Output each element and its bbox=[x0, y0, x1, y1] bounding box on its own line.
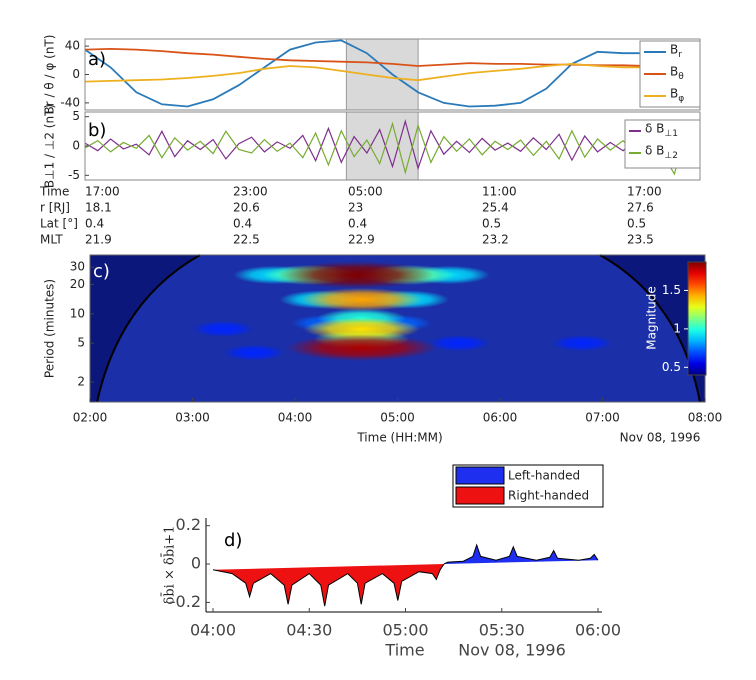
x-tick-label: 04:30 bbox=[286, 621, 332, 640]
heatmap-cell bbox=[278, 261, 435, 289]
cone-of-influence bbox=[600, 255, 705, 402]
y-tick-label: 10 bbox=[70, 306, 85, 320]
ephemeris-value: 23.5 bbox=[627, 233, 654, 247]
ephemeris-value: 11:00 bbox=[482, 185, 517, 199]
ephemeris-value: 22.5 bbox=[233, 233, 260, 247]
highlight-region bbox=[345, 111, 419, 181]
line bbox=[84, 62, 701, 83]
x-tick-label: 06:00 bbox=[483, 411, 518, 425]
ephemeris-value: 0.5 bbox=[627, 217, 646, 231]
y-tick-label: 20 bbox=[70, 277, 85, 291]
area bbox=[212, 563, 445, 607]
ephemeris-value: 22.9 bbox=[348, 233, 375, 247]
y-tick-label: 5 bbox=[77, 336, 85, 350]
y-tick-label: -5 bbox=[68, 168, 80, 182]
ephemeris-value: 23:00 bbox=[233, 185, 268, 199]
legend-swatch bbox=[455, 486, 505, 505]
legend-swatch bbox=[455, 466, 505, 485]
x-tick-label: 05:00 bbox=[382, 621, 428, 640]
heatmap-cell bbox=[192, 320, 255, 337]
ephemeris-value: 23.2 bbox=[482, 233, 509, 247]
heatmap-cells bbox=[192, 261, 613, 361]
line bbox=[84, 121, 701, 176]
y-tick-label: -40 bbox=[60, 95, 80, 109]
x-tick-label: 05:30 bbox=[479, 621, 525, 640]
ephemeris-row-label: r [RJ] bbox=[40, 201, 70, 215]
heatmap-cell bbox=[286, 334, 437, 361]
highlight-region bbox=[345, 38, 419, 111]
colorbar-tick-label: 0.5 bbox=[662, 360, 681, 374]
colorbar-tick-label: 1 bbox=[673, 321, 681, 335]
y-axis-label: B⊥1 / ⊥2 (nT) bbox=[43, 104, 57, 188]
panel-label: c) bbox=[93, 261, 110, 282]
area bbox=[443, 543, 599, 565]
line bbox=[84, 119, 701, 171]
x-axis-label: Time bbox=[384, 641, 424, 660]
ephemeris-value: 0.5 bbox=[482, 217, 501, 231]
y-axis-label: δb̄i × δb̄i+1 bbox=[161, 526, 178, 605]
heatmap-cell bbox=[551, 335, 613, 352]
x-tick-label: 04:00 bbox=[278, 411, 313, 425]
heatmap-cell bbox=[300, 287, 424, 312]
heatmap-cell bbox=[303, 317, 420, 341]
y-axis-label: Period (minutes) bbox=[43, 279, 57, 378]
panel-label: a) bbox=[88, 49, 106, 70]
y-tick-label: 30 bbox=[70, 260, 85, 274]
panel-label: d) bbox=[224, 530, 242, 551]
ephemeris-value: 18.1 bbox=[85, 201, 112, 215]
colorbar bbox=[687, 261, 707, 376]
y-tick-label: 0 bbox=[72, 67, 80, 81]
colorbar-tick-label: 1.5 bbox=[662, 283, 681, 297]
x-tick-label: 08:00 bbox=[688, 411, 723, 425]
y-axis-label: Br / θ / φ (nT) bbox=[43, 35, 57, 115]
legend-box bbox=[624, 119, 701, 169]
y-tick-label: 5 bbox=[72, 109, 80, 123]
ephemeris-row-label: MLT bbox=[40, 233, 63, 247]
cone-of-influence bbox=[90, 255, 200, 402]
date-label: Nov 08, 1996 bbox=[458, 641, 566, 660]
line bbox=[84, 39, 701, 108]
y-tick-label: 2 bbox=[77, 375, 85, 389]
y-tick-label: 40 bbox=[65, 39, 80, 53]
ephemeris-value: 23 bbox=[348, 201, 363, 215]
x-tick-label: 02:00 bbox=[73, 411, 108, 425]
y-tick-label: 0.2 bbox=[176, 515, 201, 534]
ephemeris-value: 27.6 bbox=[627, 201, 654, 215]
ephemeris-value: 17:00 bbox=[85, 185, 120, 199]
ephemeris-value: 21.9 bbox=[85, 233, 112, 247]
ephemeris-value: 25.4 bbox=[482, 201, 509, 215]
x-axis-label: Time (HH:MM) bbox=[356, 431, 442, 445]
ephemeris-value: 0.4 bbox=[85, 217, 104, 231]
ephemeris-value: 0.4 bbox=[348, 217, 367, 231]
cone-edge bbox=[96, 254, 701, 403]
x-tick-label: 06:00 bbox=[575, 621, 621, 640]
ephemeris-value: 17:00 bbox=[627, 185, 662, 199]
heatmap-cell bbox=[223, 344, 285, 361]
y-tick-label: 0 bbox=[191, 554, 201, 573]
x-tick-label: 05:00 bbox=[380, 411, 415, 425]
ephemeris-row-label: Time bbox=[39, 185, 69, 199]
date-label: Nov 08, 1996 bbox=[620, 431, 701, 445]
y-tick-label: -0.2 bbox=[170, 592, 201, 611]
x-tick-label: 03:00 bbox=[175, 411, 210, 425]
heatmap-cell bbox=[428, 335, 490, 352]
y-tick-label: 0 bbox=[72, 139, 80, 153]
x-tick-label: 04:00 bbox=[190, 621, 236, 640]
legend-label: Left-handed bbox=[508, 469, 580, 483]
ephemeris-value: 05:00 bbox=[348, 185, 383, 199]
colorbar-label: Magnitude bbox=[645, 286, 659, 350]
ephemeris-value: 20.6 bbox=[233, 201, 260, 215]
legend-label: Right-handed bbox=[508, 489, 589, 503]
panel-label: b) bbox=[88, 120, 106, 141]
ephemeris-row-label: Lat [°] bbox=[40, 217, 78, 231]
ephemeris-value: 0.4 bbox=[233, 217, 252, 231]
x-tick-label: 07:00 bbox=[585, 411, 620, 425]
